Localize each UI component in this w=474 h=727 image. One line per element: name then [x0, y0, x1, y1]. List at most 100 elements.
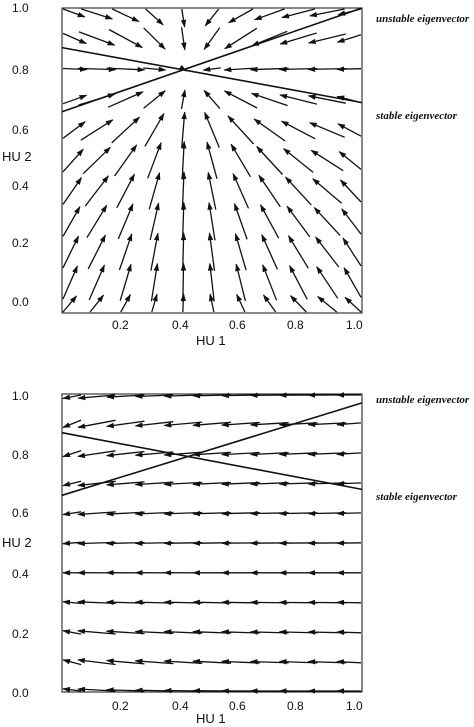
vector-arrow — [82, 146, 111, 175]
vector-arrow — [336, 480, 362, 487]
y-tick-top-0.2: 0.2 — [12, 236, 29, 250]
y-tick-top-0.4: 0.4 — [12, 179, 29, 193]
vector-arrow — [204, 8, 220, 27]
stable-eigenvector-line-1 — [61, 431, 363, 491]
vector-arrow — [119, 263, 132, 301]
vector-arrow — [149, 202, 160, 241]
x-tick-top-0.2: 0.2 — [112, 318, 129, 332]
vector-arrow — [228, 8, 254, 24]
vector-arrow — [150, 262, 159, 302]
vector-arrow — [62, 449, 82, 458]
vector-arrow — [108, 28, 143, 49]
vector-field-chart-bottom: 1.0 0.8 0.6 0.4 0.2 0.0 0.2 0.4 0.6 0.8 … — [2, 389, 470, 726]
vector-arrow — [308, 122, 345, 138]
x-tick-bottom-1.0: 1.0 — [346, 699, 363, 713]
vector-arrow — [256, 145, 283, 175]
vector-arrow — [118, 233, 133, 271]
vector-arrow — [307, 94, 346, 104]
vector-arrow — [150, 232, 160, 271]
x-tick-top-0.4: 0.4 — [172, 318, 189, 332]
y-tick-bottom-0.4: 0.4 — [12, 567, 29, 581]
vector-arrow — [279, 32, 317, 45]
vector-arrow — [284, 176, 312, 206]
stable-eigenvector-line-0 — [61, 46, 363, 104]
vector-arrow — [336, 510, 362, 517]
vector-arrow — [316, 266, 339, 299]
vector-arrow — [62, 176, 83, 205]
vector-arrow — [181, 140, 187, 180]
vector-arrow — [342, 237, 362, 267]
x-tick-bottom-0.4: 0.4 — [172, 699, 189, 713]
vector-arrow — [87, 234, 106, 270]
x-axis-label-bottom: HU 1 — [196, 711, 226, 726]
unstable-eigenvector-label-bottom: unstable eigenvector — [376, 394, 470, 406]
vector-arrow — [253, 8, 285, 21]
y-tick-bottom-0.6: 0.6 — [12, 506, 29, 520]
vector-arrow — [106, 420, 145, 429]
vector-arrow — [77, 66, 117, 73]
vector-arrow — [207, 201, 216, 241]
stable-eigenvector-label-top: stable eigenvector — [375, 110, 458, 122]
vector-arrow — [280, 120, 316, 140]
vector-arrow — [309, 8, 345, 18]
vector-arrow — [207, 232, 216, 271]
unstable-eigenvector-line-1 — [61, 402, 363, 497]
vector-arrow — [287, 235, 309, 269]
x-tick-top-0.6: 0.6 — [229, 318, 246, 332]
vector-arrow — [262, 294, 277, 313]
vector-arrow — [77, 450, 116, 459]
vector-arrow — [62, 121, 86, 139]
vector-arrow — [62, 658, 82, 666]
vector-arrow — [86, 204, 108, 239]
vector-arrow — [315, 236, 340, 268]
vector-arrow — [207, 262, 215, 302]
vector-arrow — [116, 173, 135, 209]
vector-arrow — [236, 293, 246, 313]
vector-arrow — [111, 116, 141, 144]
vector-arrow — [338, 151, 362, 170]
vector-arrow — [250, 92, 288, 107]
vector-arrow — [181, 111, 187, 148]
vector-arrow — [344, 296, 362, 313]
vector-arrow — [336, 451, 362, 457]
vector-arrow — [77, 419, 116, 429]
vector-arrow — [289, 265, 308, 300]
vector-arrow — [78, 31, 116, 46]
vector-arrow — [224, 27, 258, 50]
eigenvector-lines-top — [61, 7, 363, 113]
vector-arrow — [230, 143, 252, 178]
vector-arrow — [62, 480, 82, 487]
unstable-eigenvector-label-top: unstable eigenvector — [376, 13, 470, 25]
vector-arrow — [233, 202, 248, 240]
vector-arrow — [143, 66, 167, 73]
vector-arrow — [148, 171, 161, 210]
vector-arrow — [336, 421, 362, 427]
vector-arrow — [281, 8, 315, 19]
vector-arrow — [337, 123, 362, 137]
vector-arrow — [336, 629, 362, 635]
vector-arrow — [234, 233, 247, 271]
vector-arrow — [312, 178, 343, 204]
vector-arrow — [336, 34, 362, 43]
vector-arrow — [336, 659, 362, 665]
x-tick-top-0.8: 0.8 — [287, 318, 304, 332]
x-tick-bottom-0.8: 0.8 — [287, 699, 304, 713]
vector-arrow — [180, 89, 187, 110]
vector-arrow — [84, 175, 109, 207]
vector-arrow — [343, 267, 362, 298]
vector-arrow — [107, 91, 144, 108]
y-axis-label-bottom: HU 2 — [2, 535, 32, 550]
y-tick-top-1.0: 1.0 — [12, 1, 29, 15]
vector-arrow — [62, 8, 86, 18]
vector-arrow — [106, 66, 146, 73]
vector-arrow — [180, 8, 187, 28]
vector-arrow — [62, 206, 81, 237]
vector-arrow — [62, 94, 88, 105]
vector-arrow — [339, 179, 362, 203]
arrows-bottom — [62, 392, 362, 694]
vector-arrow — [143, 90, 166, 109]
vector-arrow — [81, 8, 114, 20]
vector-arrow — [151, 293, 158, 313]
unstable-eigenvector-line-0 — [61, 7, 363, 113]
